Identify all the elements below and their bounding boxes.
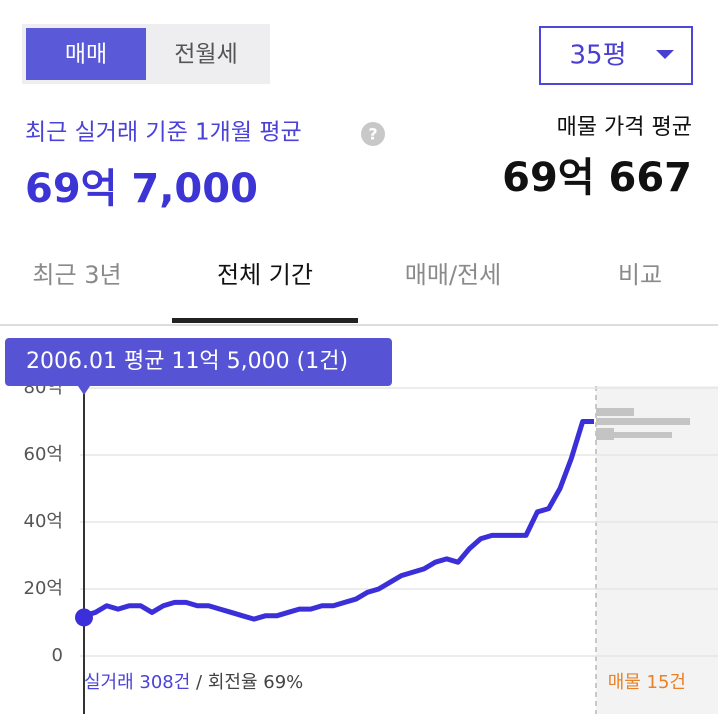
y-tick-label: 40억 bbox=[24, 511, 63, 532]
listing-bar bbox=[596, 432, 672, 438]
tooltip-text: 2006.01 평균 11억 5,000 (1건) bbox=[26, 349, 348, 374]
tab-underline bbox=[172, 318, 358, 323]
listing-bar bbox=[596, 408, 634, 416]
turnover: / 회전율 69% bbox=[190, 672, 303, 693]
recent-value: 69억 7,000 bbox=[25, 166, 258, 212]
toggle-option[interactable]: 매매 bbox=[65, 42, 107, 68]
tab[interactable]: 비교 bbox=[618, 261, 662, 289]
y-tick-label: 0 bbox=[52, 645, 63, 666]
listing-zone bbox=[596, 386, 718, 714]
footer-trades: 실거래 308건 / 회전율 69% bbox=[84, 672, 303, 693]
toggle-active bbox=[26, 28, 146, 80]
y-tick-label: 20억 bbox=[24, 578, 63, 599]
highlight-point bbox=[75, 608, 93, 627]
tooltip-pointer bbox=[78, 386, 90, 395]
y-tick-label: 60억 bbox=[24, 444, 63, 465]
dropdown-arrow bbox=[656, 50, 674, 59]
help-icon-glyph: ? bbox=[368, 125, 377, 144]
tooltip bbox=[5, 338, 392, 386]
listing-avg-value: 69억 667 bbox=[502, 155, 692, 201]
listing-avg-label: 매물 가격 평균 bbox=[557, 115, 692, 140]
toggle-option[interactable]: 전월세 bbox=[174, 42, 237, 68]
size-select-label: 35평 bbox=[569, 41, 626, 71]
footer-listings: 매물 15건 bbox=[608, 672, 686, 693]
trades: 실거래 308건 bbox=[84, 672, 190, 693]
help-icon[interactable] bbox=[361, 122, 385, 146]
price-line bbox=[83, 419, 594, 622]
recent-label: 최근 실거래 기준 1개월 평균 bbox=[25, 120, 302, 146]
tab[interactable]: 매매/전세 bbox=[405, 261, 501, 289]
tab[interactable]: 최근 3년 bbox=[32, 261, 121, 289]
listing-bar bbox=[596, 428, 614, 440]
tab[interactable]: 전체 기간 bbox=[217, 261, 313, 289]
listing-bar bbox=[596, 418, 690, 425]
